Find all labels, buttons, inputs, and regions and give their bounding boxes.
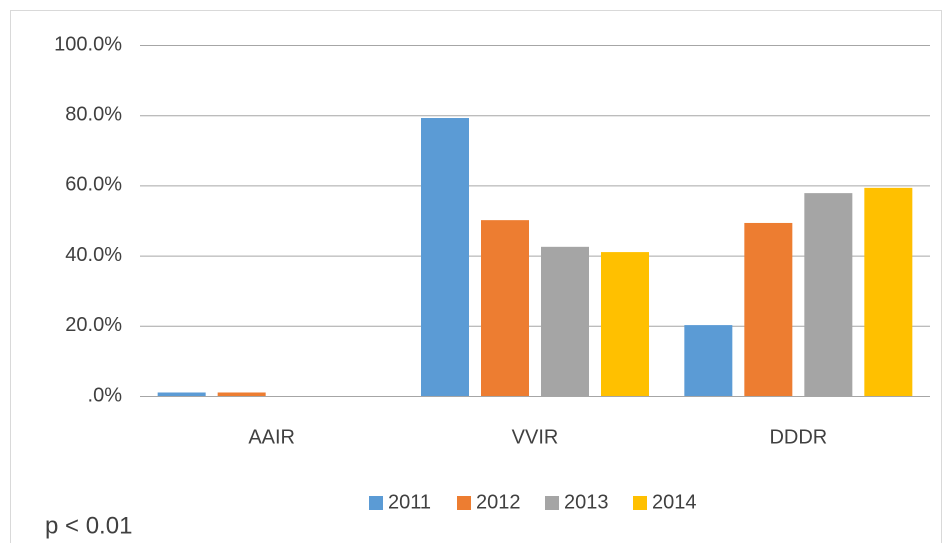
bar xyxy=(541,246,589,396)
y-tick-label: 80.0% xyxy=(65,103,122,125)
legend-swatch xyxy=(545,496,559,510)
bar xyxy=(601,252,649,396)
y-tick-label: 40.0% xyxy=(65,244,122,266)
legend-label: 2011 xyxy=(388,491,431,513)
x-tick-label: VVIR xyxy=(512,426,559,448)
bar xyxy=(421,118,469,397)
x-tick-label: AAIR xyxy=(248,426,295,448)
chart-frame xyxy=(10,10,942,543)
annotation: p < 0.01 xyxy=(45,512,132,539)
legend-swatch xyxy=(457,496,471,510)
bar xyxy=(864,187,913,396)
bar xyxy=(157,392,206,396)
legend-swatch xyxy=(633,496,647,510)
y-tick-label: 100.0% xyxy=(54,33,122,55)
bar xyxy=(684,325,733,396)
bar xyxy=(217,392,266,396)
legend-label: 2014 xyxy=(652,491,697,513)
y-tick-label: .0% xyxy=(88,384,123,406)
bar xyxy=(481,220,529,396)
legend-swatch xyxy=(369,496,383,510)
bar xyxy=(744,222,793,396)
legend-label: 2012 xyxy=(476,491,521,513)
bar xyxy=(804,193,853,396)
y-tick-label: 60.0% xyxy=(65,174,122,196)
y-tick-label: 20.0% xyxy=(65,314,122,336)
legend-label: 2013 xyxy=(564,491,609,513)
x-tick-label: DDDR xyxy=(769,426,827,448)
